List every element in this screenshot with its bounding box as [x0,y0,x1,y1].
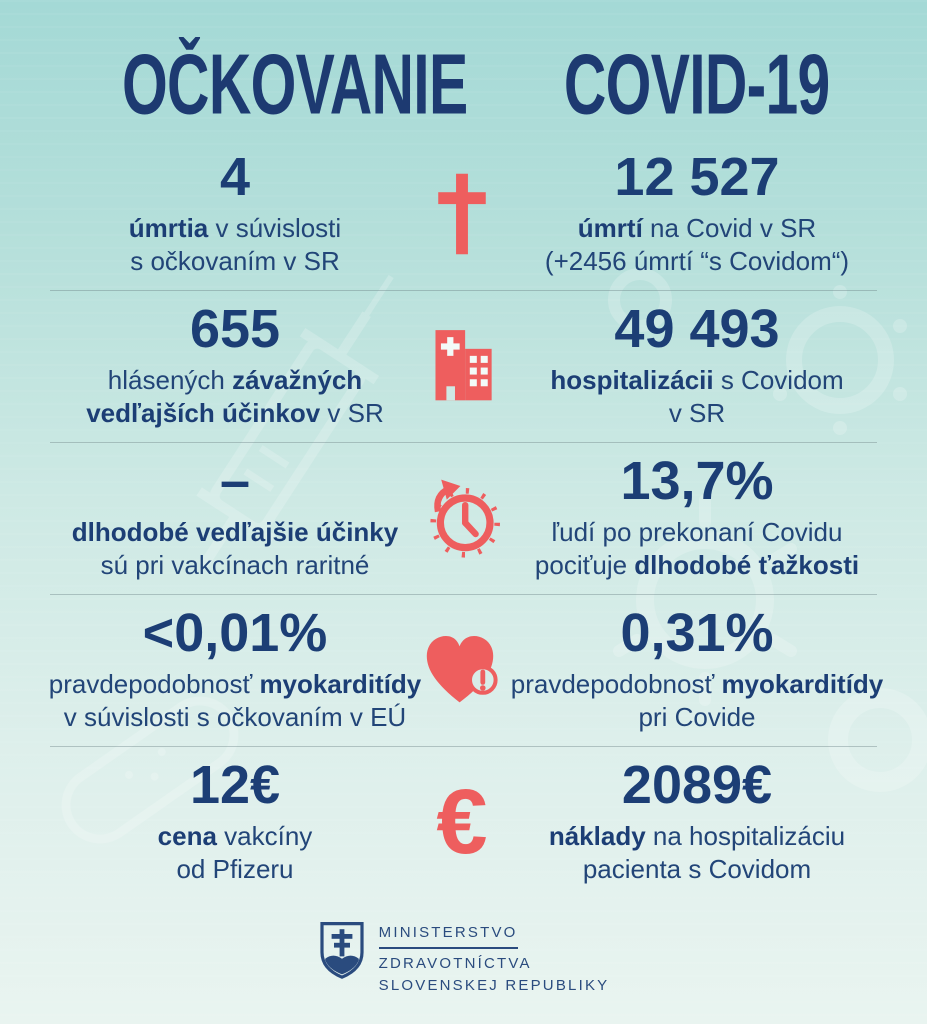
ministry-line1: MINISTERSTVO [378,922,518,949]
stat-rows: 4 úmrtia v súvislosti s očkovaním v SR 12… [0,138,927,898]
stat-value-right: 2089€ [621,755,773,816]
row-myocarditis: <0,01% pravdepodobnosť myokarditídy v súv… [0,594,927,746]
ministry-name: MINISTERSTVO ZDRAVOTNÍCTVA SLOVENSKEJ RE… [378,920,610,996]
row-divider [50,290,877,291]
stat-value-right: 13,7% [620,451,774,512]
row-divider [50,442,877,443]
row-cost: 12€ cena vakcíny od Pfizeru € 2089€ nákla… [0,746,927,898]
stat-value-left: 12€ [189,755,281,816]
row-side-effects: 655 hlásených závažných vedľajších účinko… [0,290,927,442]
clock-icon [422,475,502,561]
row-deaths: 4 úmrtia v súvislosti s očkovaním v SR 12… [0,138,927,290]
stat-value-left: 4 [219,147,251,208]
stat-value-left: 655 [189,299,281,360]
row-divider [50,746,877,747]
stat-value-right: 0,31% [620,603,774,664]
stat-caption-left: dlhodobé vedľajšie účinky sú pri vakcínac… [71,517,399,581]
stat-caption-right: pravdepodobnosť myokarditídy pri Covide [510,669,884,733]
footer: MINISTERSTVO ZDRAVOTNÍCTVA SLOVENSKEJ RE… [0,898,927,1024]
stat-value-left: <0,01% [142,603,328,664]
header: OČKOVANIE COVID-19 [0,0,927,138]
row-long-term-effects: – dlhodobé vedľajšie účinky sú pri vakcín… [0,442,927,594]
euro-icon: € [436,771,488,873]
title-covid19: COVID-19 [564,36,830,132]
stat-caption-right: ľudí po prekonaní Covidu pociťuje dlhodob… [534,517,860,581]
ministry-line2: ZDRAVOTNÍCTVA [378,954,532,972]
hospital-icon [422,323,502,409]
cross-icon [422,171,502,257]
stat-caption-right: úmrtí na Covid v SR (+2456 úmrtí “s Covid… [544,213,850,277]
stat-caption-right: hospitalizácii s Covidom v SR [550,365,844,429]
ministry-coat-of-arms [320,922,364,979]
row-divider [50,594,877,595]
title-vaccination: OČKOVANIE [122,36,468,132]
stat-caption-left: úmrtia v súvislosti s očkovaním v SR [128,213,342,277]
ministry-line3: SLOVENSKEJ REPUBLIKY [378,976,610,994]
stat-value-right: 12 527 [614,147,780,208]
heart-alert-icon [422,627,502,713]
stat-caption-left: pravdepodobnosť myokarditídy v súvislosti… [48,669,422,733]
stat-value-left: – [219,451,251,512]
stat-value-right: 49 493 [614,299,780,360]
stat-caption-right: náklady na hospitalizáciu pacienta s Covi… [548,821,846,885]
stat-caption-left: cena vakcíny od Pfizeru [157,821,313,885]
stat-caption-left: hlásených závažných vedľajších účinkov v … [86,365,384,429]
